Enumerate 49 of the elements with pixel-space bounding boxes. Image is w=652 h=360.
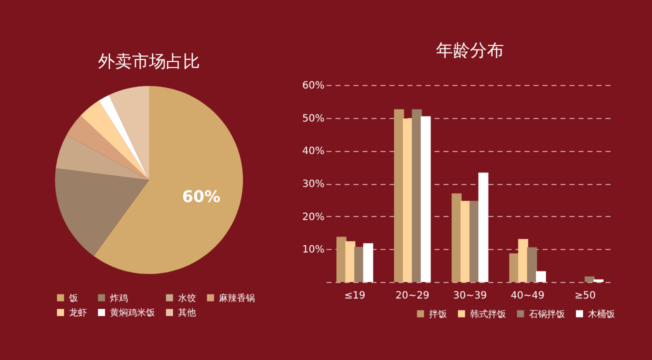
legend-label: 石锅拌饭 bbox=[529, 308, 565, 320]
x-tick-label: ≤19 bbox=[344, 290, 366, 302]
pie-slice bbox=[56, 134, 149, 180]
bar bbox=[345, 241, 356, 282]
chart-title: 外卖市场占比 bbox=[98, 52, 200, 72]
bar bbox=[594, 279, 604, 282]
legend-label: 其他 bbox=[178, 308, 196, 318]
y-tick-label: 10% bbox=[302, 244, 324, 256]
legend-label: 木桶饭 bbox=[588, 308, 615, 320]
legend-label: 水饺 bbox=[178, 292, 196, 304]
pie-slice bbox=[98, 94, 149, 180]
bar bbox=[478, 172, 488, 282]
y-tick-label: 50% bbox=[302, 113, 324, 124]
bar bbox=[402, 118, 413, 282]
bar bbox=[420, 116, 431, 282]
y-tick-label: 30% bbox=[302, 179, 324, 190]
bar bbox=[460, 200, 471, 282]
legend-label: 龙虾 bbox=[69, 308, 87, 318]
bar bbox=[336, 236, 346, 282]
data-label: 60% bbox=[182, 186, 220, 206]
pie-slice bbox=[94, 86, 243, 274]
x-tick-label: ≥50 bbox=[574, 290, 596, 302]
bar bbox=[509, 253, 520, 282]
x-tick-label: 40~49 bbox=[510, 290, 545, 302]
bar bbox=[452, 193, 462, 282]
y-tick-label: 20% bbox=[302, 212, 324, 223]
legend-label: 拌饭 bbox=[429, 308, 447, 320]
bar bbox=[469, 200, 480, 282]
bar bbox=[584, 276, 595, 282]
legend-label: 麻辣香锅 bbox=[219, 292, 255, 304]
bar bbox=[412, 109, 422, 282]
x-tick-label: 20~29 bbox=[395, 290, 430, 302]
legend-label: 饭 bbox=[68, 292, 78, 304]
y-tick-label: 40% bbox=[302, 146, 324, 158]
chart-title: 年龄分布 bbox=[436, 41, 504, 61]
pie-slice bbox=[66, 116, 149, 180]
bar bbox=[518, 238, 528, 282]
legend-label: 韩式拌饭 bbox=[470, 308, 506, 320]
pie-slice bbox=[55, 168, 149, 256]
legend-label: 黄焖鸡米饭 bbox=[110, 308, 155, 318]
bar bbox=[363, 243, 374, 282]
bar bbox=[527, 247, 538, 282]
bar bbox=[536, 271, 546, 282]
bar bbox=[394, 109, 404, 282]
pie-slice bbox=[80, 100, 149, 180]
legend-label: 炸鸡 bbox=[110, 292, 128, 304]
y-tick-label: 60% bbox=[302, 80, 324, 92]
x-tick-label: 30~39 bbox=[453, 290, 487, 302]
pie-slice bbox=[108, 86, 149, 180]
